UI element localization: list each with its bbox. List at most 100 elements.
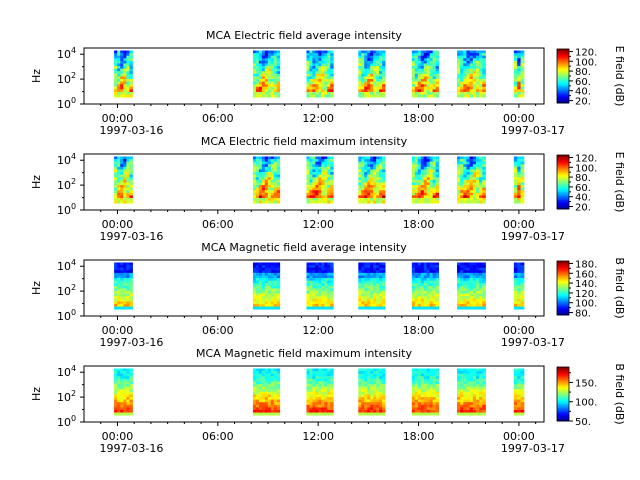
heat-cell — [423, 84, 428, 88]
heat-cell — [457, 386, 461, 390]
heat-cell — [367, 182, 371, 186]
heat-cell — [463, 161, 467, 165]
heat-cell — [117, 412, 121, 416]
heat-cell — [376, 296, 380, 300]
heat-cell — [429, 79, 434, 82]
heat-cell — [513, 386, 518, 390]
heat-cell — [367, 391, 371, 395]
heat-cell — [520, 91, 525, 95]
heat-cell — [466, 371, 471, 375]
heat-cell — [309, 285, 313, 289]
heat-cell — [252, 197, 257, 201]
heat-cell — [420, 278, 425, 282]
heat-cell — [513, 275, 518, 279]
heat-cell — [429, 291, 434, 294]
heat-cell — [318, 159, 322, 163]
heat-cell — [479, 84, 483, 88]
heat-cell — [423, 166, 428, 170]
heat-cell — [117, 301, 121, 305]
heat-cell — [370, 63, 374, 67]
heat-cell — [463, 58, 467, 62]
heat-cell — [411, 50, 416, 54]
heat-cell — [126, 303, 130, 307]
heat-cell — [255, 195, 260, 199]
heat-cell — [520, 288, 525, 292]
heat-cell — [382, 270, 386, 274]
heat-cell — [321, 262, 325, 266]
heat-cell — [252, 190, 257, 194]
heat-cell — [367, 265, 371, 269]
heat-cell — [318, 60, 322, 64]
heat-cell — [479, 384, 483, 388]
heat-cell — [364, 267, 368, 271]
heat-cell — [120, 376, 124, 380]
heat-cell — [364, 197, 368, 201]
colorbar-segment — [557, 101, 569, 104]
heat-cell — [367, 270, 371, 274]
heat-cell — [312, 86, 316, 90]
heat-cell — [463, 303, 467, 307]
heat-cell — [417, 174, 422, 178]
heat-cell — [114, 159, 118, 163]
heat-cell — [460, 195, 464, 199]
heat-cell — [469, 272, 474, 276]
colorbar-segment — [557, 180, 569, 183]
heat-cell — [324, 371, 328, 375]
heat-cell — [482, 278, 486, 282]
heat-cell — [129, 306, 133, 310]
heat-cell — [517, 172, 521, 176]
heat-cell — [123, 409, 127, 413]
heat-cell — [315, 407, 319, 411]
heat-cell — [327, 50, 331, 54]
heat-cell — [414, 402, 419, 406]
heat-cell — [479, 58, 483, 62]
heat-cell — [330, 94, 334, 98]
heat-cell — [376, 267, 380, 271]
heat-cell — [423, 267, 428, 271]
heat-cell — [255, 301, 260, 305]
heat-cell — [252, 409, 257, 413]
heat-cell — [120, 76, 124, 80]
heat-cell — [364, 394, 368, 398]
colorbar-segment — [557, 281, 569, 284]
heat-cell — [435, 303, 440, 307]
heat-cell — [273, 296, 278, 300]
heat-cell — [123, 267, 127, 271]
heat-cell — [482, 296, 486, 300]
heat-cell — [482, 270, 486, 274]
heat-cell — [315, 285, 319, 289]
heat-cell — [460, 156, 464, 160]
heat-cell — [411, 270, 416, 274]
heat-cell — [306, 285, 310, 289]
heat-cell — [379, 166, 383, 170]
colorbar-segment — [557, 65, 569, 68]
colorbar-segment — [557, 177, 569, 180]
heat-cell — [376, 187, 380, 191]
heat-cell — [264, 79, 269, 82]
heat-cell — [327, 275, 331, 279]
heat-cell — [114, 288, 118, 292]
heat-cell — [306, 94, 310, 98]
colorbar-segment — [557, 261, 569, 263]
colorbar-tick-label: 40. — [575, 193, 591, 204]
heat-cell — [267, 381, 272, 385]
heat-cell — [475, 275, 480, 279]
heat-cell — [472, 172, 477, 176]
heat-cell — [435, 169, 440, 173]
heat-cell — [435, 296, 440, 300]
heat-cell — [411, 378, 416, 382]
heat-cell — [463, 50, 467, 54]
heat-cell — [469, 197, 474, 201]
heat-cell — [358, 262, 362, 266]
heat-cell — [358, 376, 362, 380]
heat-cell — [123, 89, 127, 93]
data-block — [457, 262, 486, 310]
heat-cell — [276, 58, 281, 62]
heat-cell — [309, 73, 313, 77]
heat-cell — [426, 71, 431, 75]
heat-cell — [117, 270, 121, 274]
heat-cell — [426, 66, 431, 70]
heat-cell — [114, 412, 118, 416]
heat-cell — [475, 288, 480, 292]
heat-cell — [309, 368, 313, 372]
